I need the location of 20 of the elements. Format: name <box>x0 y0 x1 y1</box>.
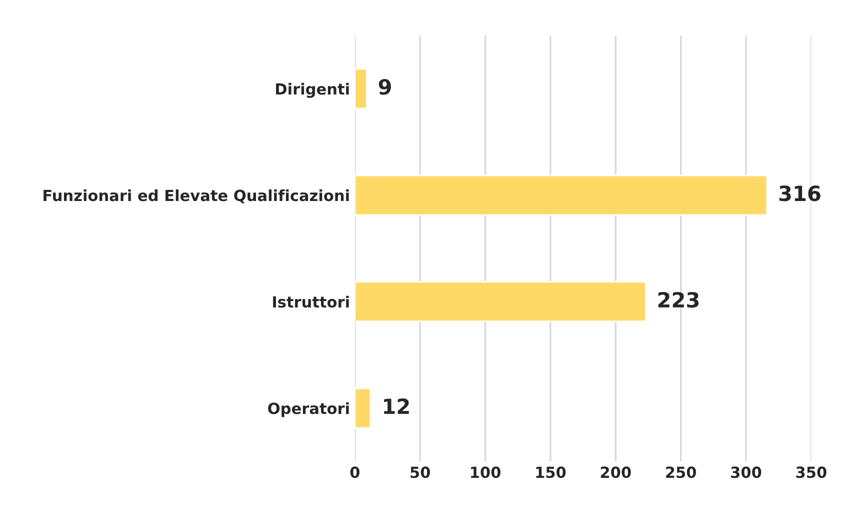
data-label: 223 <box>658 292 699 308</box>
bar <box>354 174 768 216</box>
y-tick-label: Operatori <box>268 402 349 418</box>
x-tick-label: 300 <box>731 466 762 478</box>
x-tick-label: 0 <box>350 466 360 478</box>
x-tick-label: 100 <box>471 466 500 478</box>
bar <box>354 68 368 110</box>
y-tick-label: Dirigenti <box>276 82 349 98</box>
y-tick-label: Istruttori <box>273 296 349 308</box>
bar <box>354 281 646 322</box>
x-tick-label: 200 <box>600 466 631 478</box>
x-tick-label: 350 <box>796 466 826 478</box>
x-tick-label: 150 <box>536 466 566 478</box>
data-label: 316 <box>779 185 820 202</box>
data-label: 9 <box>378 79 391 95</box>
data-label: 12 <box>384 398 409 414</box>
bar <box>354 388 372 429</box>
x-tick-label: 250 <box>666 466 696 478</box>
y-tick-label: Funzionari ed Elevate Qualificazioni <box>44 189 349 204</box>
x-tick-label: 50 <box>410 466 430 478</box>
